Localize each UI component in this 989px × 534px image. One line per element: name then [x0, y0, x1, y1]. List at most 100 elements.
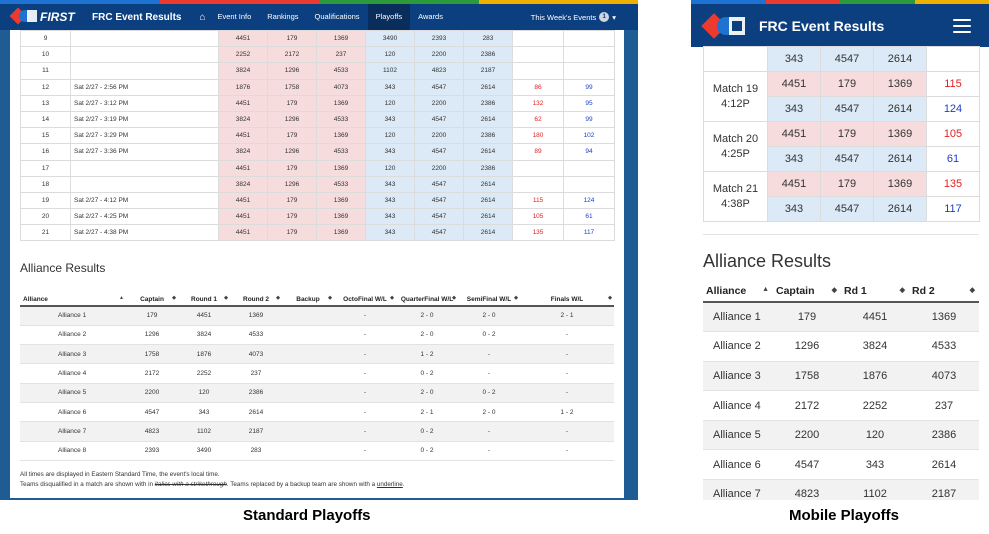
red-team[interactable]: 1758 [267, 78, 317, 96]
red-team[interactable]: 4533 [316, 175, 366, 193]
red-team[interactable]: 1296 [267, 62, 317, 80]
red-team[interactable]: 4451 [767, 171, 821, 197]
blue-team[interactable]: 4547 [820, 46, 874, 72]
blue-team[interactable]: 2393 [414, 30, 464, 48]
blue-team[interactable]: 2386 [463, 94, 513, 112]
nav-playoffs[interactable]: Playoffs [367, 4, 411, 30]
red-team[interactable]: 1369 [316, 208, 366, 226]
blue-team[interactable]: 343 [767, 96, 821, 122]
home-icon[interactable]: ⌂ [199, 11, 206, 23]
backup[interactable] [282, 306, 334, 326]
blue-team[interactable]: 2614 [873, 96, 927, 122]
sort-icon[interactable]: ◆ [276, 295, 280, 301]
red-team[interactable]: 1369 [316, 30, 366, 48]
red-team[interactable]: 4451 [218, 94, 268, 112]
blue-team[interactable]: 4547 [414, 143, 464, 161]
column-header[interactable]: Backup ◆ [282, 286, 334, 307]
red-team[interactable]: 1296 [267, 175, 317, 193]
red-team[interactable]: 4451 [218, 208, 268, 226]
captain[interactable]: 2172 [126, 363, 178, 384]
red-team[interactable]: 1369 [873, 121, 927, 147]
round-2[interactable]: 4073 [230, 344, 282, 365]
round-2[interactable]: 2386 [909, 420, 979, 451]
round-1[interactable]: 1102 [178, 421, 230, 442]
sort-icon[interactable]: ▲ [119, 295, 124, 301]
this-weeks-events-dropdown[interactable]: This Week's Events 1 ▾ [531, 12, 616, 22]
blue-team[interactable]: 4547 [414, 224, 464, 242]
column-header[interactable]: OctoFinal W/L ◆ [334, 286, 396, 307]
backup[interactable] [282, 344, 334, 365]
captain[interactable]: 2200 [126, 383, 178, 403]
backup[interactable] [282, 325, 334, 346]
red-team[interactable]: 3824 [218, 110, 268, 129]
sort-icon[interactable]: ◆ [390, 295, 394, 301]
blue-team[interactable]: 2614 [873, 196, 927, 222]
backup[interactable] [282, 402, 334, 423]
round-2[interactable]: 283 [230, 441, 282, 461]
blue-team[interactable]: 2614 [463, 110, 513, 129]
red-team[interactable]: 3824 [218, 175, 268, 193]
round-2[interactable]: 2187 [909, 479, 979, 500]
blue-team[interactable]: 2187 [463, 62, 513, 80]
red-team[interactable]: 4451 [767, 71, 821, 97]
site-title[interactable]: FRC Event Results [92, 11, 182, 23]
sort-icon[interactable]: ◆ [899, 287, 905, 294]
blue-team[interactable]: 343 [365, 110, 415, 129]
sort-icon[interactable]: ◆ [224, 295, 228, 301]
blue-team[interactable]: 343 [365, 143, 415, 161]
red-team[interactable]: 179 [267, 224, 317, 242]
blue-team[interactable]: 2386 [463, 46, 513, 64]
first-logo[interactable] [699, 8, 755, 44]
blue-team[interactable]: 343 [365, 224, 415, 242]
blue-team[interactable]: 343 [365, 175, 415, 193]
nav-rankings[interactable]: Rankings [267, 12, 299, 21]
red-team[interactable]: 179 [267, 127, 317, 145]
round-1[interactable]: 4451 [841, 302, 909, 333]
round-2[interactable]: 1369 [909, 302, 979, 333]
blue-team[interactable]: 343 [365, 78, 415, 96]
backup[interactable] [282, 421, 334, 442]
round-1[interactable]: 1876 [178, 344, 230, 365]
blue-team[interactable]: 343 [767, 46, 821, 72]
red-team[interactable]: 179 [267, 94, 317, 112]
blue-team[interactable]: 4547 [414, 175, 464, 193]
blue-team[interactable]: 120 [365, 159, 415, 177]
round-2[interactable]: 1369 [230, 306, 282, 326]
round-2[interactable]: 4073 [909, 361, 979, 392]
column-header[interactable]: Alliance ▲ [703, 280, 773, 303]
sort-icon[interactable]: ◆ [969, 287, 975, 294]
red-team[interactable]: 1369 [316, 159, 366, 177]
red-team[interactable]: 1369 [873, 171, 927, 197]
red-team[interactable]: 1369 [316, 191, 366, 210]
round-2[interactable]: 4533 [909, 331, 979, 362]
round-1[interactable]: 3824 [841, 331, 909, 362]
captain[interactable]: 4823 [126, 421, 178, 442]
red-team[interactable]: 1296 [267, 143, 317, 161]
round-1[interactable]: 1102 [841, 479, 909, 500]
red-team[interactable]: 4451 [218, 127, 268, 145]
captain[interactable]: 1296 [126, 325, 178, 346]
column-header[interactable]: SemiFinal W/L ◆ [458, 286, 520, 307]
blue-team[interactable]: 283 [463, 30, 513, 48]
blue-team[interactable]: 4547 [414, 78, 464, 96]
red-team[interactable]: 1876 [218, 78, 268, 96]
round-1[interactable]: 343 [841, 449, 909, 481]
round-1[interactable]: 120 [841, 420, 909, 451]
blue-team[interactable]: 2200 [414, 159, 464, 177]
column-header[interactable]: Rd 1 ◆ [841, 280, 909, 303]
red-team[interactable]: 4533 [316, 143, 366, 161]
hamburger-menu-icon[interactable] [953, 18, 971, 33]
sort-icon[interactable]: ▲ [762, 286, 769, 293]
captain[interactable]: 1758 [773, 361, 841, 392]
round-2[interactable]: 2386 [230, 383, 282, 403]
red-team[interactable]: 1369 [316, 94, 366, 112]
red-team[interactable]: 4073 [316, 78, 366, 96]
blue-team[interactable]: 120 [365, 94, 415, 112]
red-team[interactable]: 3824 [218, 143, 268, 161]
blue-team[interactable]: 343 [365, 208, 415, 226]
blue-team[interactable]: 2614 [873, 146, 927, 172]
backup[interactable] [282, 441, 334, 461]
column-header[interactable]: Captain ◆ [126, 286, 178, 307]
red-team[interactable]: 179 [820, 71, 874, 97]
blue-team[interactable]: 2200 [414, 127, 464, 145]
